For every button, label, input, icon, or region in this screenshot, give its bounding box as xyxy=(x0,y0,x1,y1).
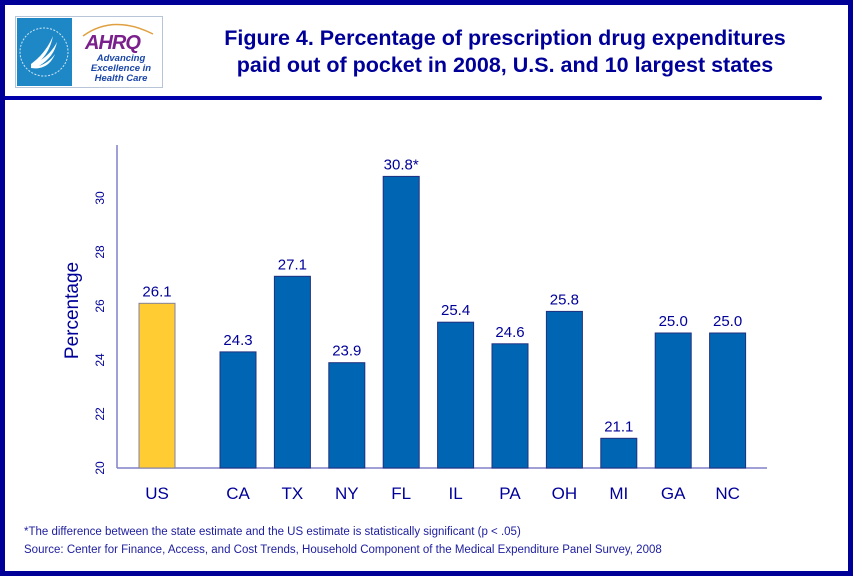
ahrq-wordmark: AHRQ xyxy=(85,32,141,54)
bar-mi xyxy=(600,437,638,469)
y-tick-label-24: 24 xyxy=(93,353,107,367)
x-tick-label-oh: OH xyxy=(552,484,578,503)
x-tick-label-ga: GA xyxy=(661,484,686,503)
bar-ga xyxy=(654,332,692,469)
bar-us xyxy=(138,302,176,469)
y-tick-label-28: 28 xyxy=(93,245,107,259)
y-tick-label-26: 26 xyxy=(93,299,107,313)
significance-footnote: *The difference between the state estima… xyxy=(24,526,521,538)
data-label-ga: 25.0 xyxy=(659,313,688,330)
title-line-1: Figure 4. Percentage of prescription dru… xyxy=(224,26,786,50)
ahrq-logo: AHRQ Advancing Excellence in Health Care xyxy=(73,18,161,86)
title-divider xyxy=(5,96,822,100)
y-tick-label-22: 22 xyxy=(93,407,107,421)
x-tick-label-fl: FL xyxy=(391,484,411,503)
data-label-oh: 25.8 xyxy=(550,291,579,308)
bar-il xyxy=(437,321,475,469)
bar-pa xyxy=(491,343,529,469)
bar-nc xyxy=(709,332,747,469)
data-label-ca: 24.3 xyxy=(223,332,252,349)
ahrq-tagline: Advancing Excellence in Health Care xyxy=(90,53,152,84)
source-footnote: Source: Center for Finance, Access, and … xyxy=(24,544,662,556)
x-tick-label-pa: PA xyxy=(499,484,521,503)
x-tick-label-il: IL xyxy=(449,484,463,503)
x-tick-label-us: US xyxy=(145,484,169,503)
data-label-mi: 21.1 xyxy=(604,418,633,435)
x-tick-label-nc: NC xyxy=(715,484,740,503)
y-axis-label: Percentage xyxy=(62,262,83,359)
data-label-il: 25.4 xyxy=(441,302,470,319)
bar-ca xyxy=(219,351,257,469)
y-tick-label-20: 20 xyxy=(93,461,107,475)
x-tick-label-ca: CA xyxy=(226,484,250,503)
data-label-us: 26.1 xyxy=(142,283,171,300)
figure-title: Figure 4. Percentage of prescription dru… xyxy=(165,25,845,79)
x-tick-label-ny: NY xyxy=(335,484,359,503)
title-line-2: paid out of pocket in 2008, U.S. and 10 … xyxy=(236,53,774,77)
x-tick-label-mi: MI xyxy=(609,484,628,503)
bar-ny xyxy=(328,362,366,469)
figure-panel: AHRQ Advancing Excellence in Health Care… xyxy=(5,5,848,571)
bar-fl xyxy=(382,175,420,469)
bar-chart: 20 22 24 26 28 30 Percentage 26.1 US 24.3 CA 27.1 TX… xyxy=(62,145,767,503)
bar-tx xyxy=(273,275,311,469)
data-label-fl: 30.8* xyxy=(384,156,419,173)
data-label-ny: 23.9 xyxy=(332,343,361,360)
x-tick-label-tx: TX xyxy=(282,484,304,503)
data-label-pa: 24.6 xyxy=(495,324,524,341)
y-tick-label-30: 30 xyxy=(93,191,107,205)
data-label-tx: 27.1 xyxy=(278,256,307,273)
data-label-nc: 25.0 xyxy=(713,313,742,330)
agency-logo: AHRQ Advancing Excellence in Health Care xyxy=(15,16,163,88)
bar-oh xyxy=(545,310,583,469)
hhs-eagle-icon xyxy=(17,18,72,86)
